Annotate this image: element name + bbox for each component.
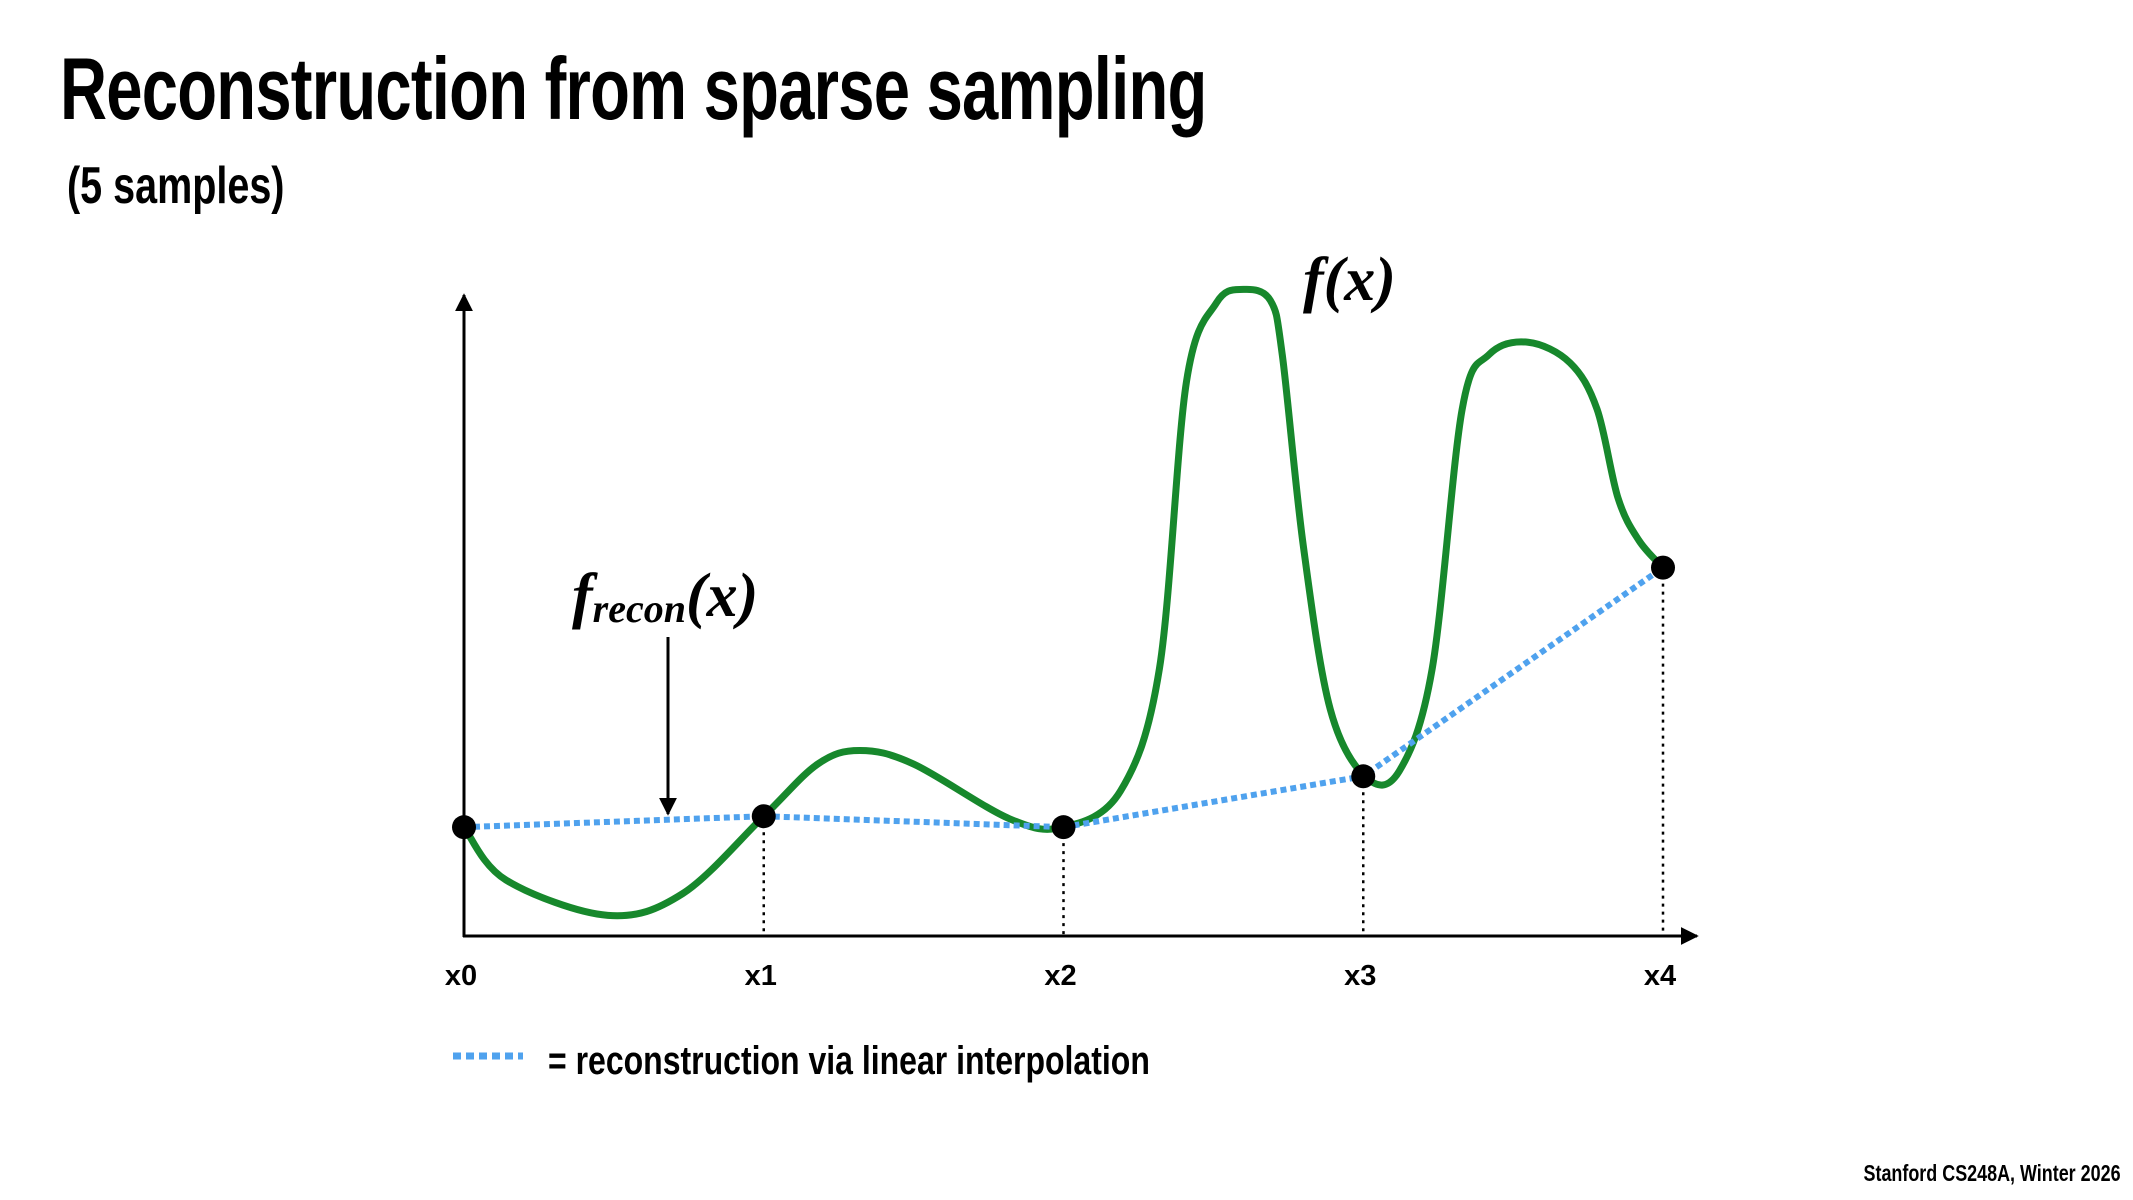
tick-label: x2	[1044, 960, 1076, 992]
tick-label: x3	[1344, 960, 1376, 992]
sample-point	[452, 815, 476, 840]
sample-point	[1651, 555, 1675, 580]
recon-label-arg: (x)	[686, 562, 758, 630]
sample-point	[1051, 815, 1076, 840]
tick-labels: x0 x1 x2 x3 x4	[445, 960, 1676, 992]
tick-label: x1	[745, 960, 777, 992]
recon-label-sub: recon	[593, 586, 686, 631]
signal-label: f(x)	[1303, 246, 1396, 314]
slide-title: Reconstruction from sparse sampling	[60, 39, 1207, 138]
sample-droplines	[762, 567, 1665, 936]
sample-point	[751, 804, 776, 829]
slide-subtitle: (5 samples)	[67, 157, 285, 215]
legend-text: = reconstruction via linear interpolatio…	[548, 1038, 1150, 1083]
tick-label: x4	[1644, 960, 1676, 992]
footer-credit: Stanford CS248A, Winter 2026	[1863, 1160, 2121, 1186]
recon-label: frecon(x)	[572, 562, 758, 631]
reconstruction-line	[463, 565, 1665, 831]
tick-label: x0	[445, 960, 477, 992]
sample-point	[1351, 764, 1376, 789]
signal-curve	[460, 285, 1667, 920]
sample-points	[452, 555, 1675, 840]
